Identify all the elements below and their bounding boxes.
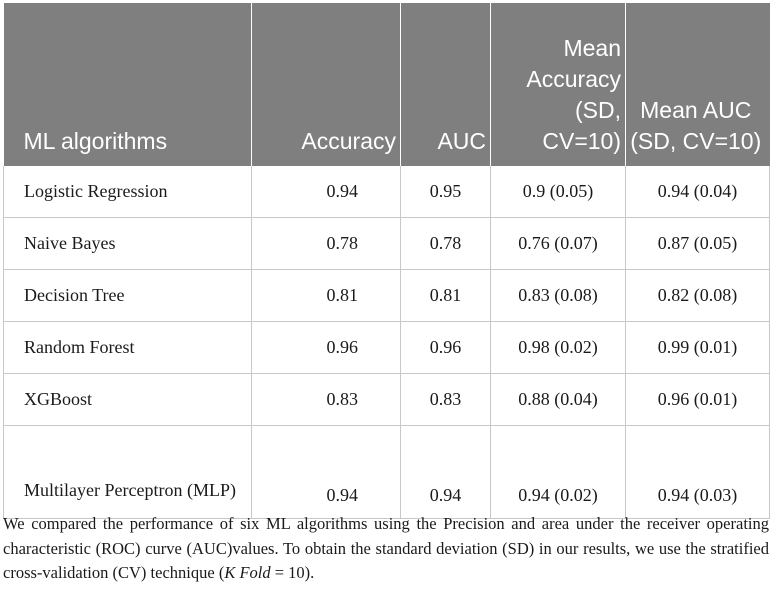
table-footnote: We compared the performance of six ML al… bbox=[3, 512, 769, 586]
algorithm-name-cell: Random Forest bbox=[3, 321, 252, 374]
accuracy-cell: 0.96 bbox=[251, 321, 401, 374]
auc-cell: 0.95 bbox=[400, 166, 491, 218]
table-row: Multilayer Perceptron (MLP) 0.94 0.94 0.… bbox=[3, 425, 770, 519]
auc-cell: 0.83 bbox=[400, 373, 491, 426]
algorithm-name-cell: XGBoost bbox=[3, 373, 252, 426]
table-row: Naive Bayes 0.78 0.78 0.76 (0.07) 0.87 (… bbox=[3, 217, 770, 270]
header-ml-algorithms: ML algorithms bbox=[3, 3, 252, 166]
mean-accuracy-cell: 0.88 (0.04) bbox=[490, 373, 626, 426]
algorithm-name-cell: Decision Tree bbox=[3, 269, 252, 322]
table-row: Logistic Regression 0.94 0.95 0.9 (0.05)… bbox=[3, 166, 770, 218]
accuracy-cell: 0.94 bbox=[251, 425, 401, 519]
auc-cell: 0.96 bbox=[400, 321, 491, 374]
header-accuracy: Accuracy bbox=[251, 3, 401, 166]
mean-auc-cell: 0.94 (0.04) bbox=[625, 166, 770, 218]
mean-auc-cell: 0.94 (0.03) bbox=[625, 425, 770, 519]
auc-cell: 0.81 bbox=[400, 269, 491, 322]
auc-cell: 0.78 bbox=[400, 217, 491, 270]
accuracy-cell: 0.83 bbox=[251, 373, 401, 426]
results-table: ML algorithms Accuracy AUC Mean Accuracy… bbox=[3, 3, 770, 519]
footnote-k-fold: K Fold bbox=[224, 563, 271, 582]
algorithm-name-cell: Naive Bayes bbox=[3, 217, 252, 270]
mean-auc-cell: 0.96 (0.01) bbox=[625, 373, 770, 426]
footnote-suffix: = 10). bbox=[270, 563, 315, 582]
accuracy-cell: 0.78 bbox=[251, 217, 401, 270]
table-row: Random Forest 0.96 0.96 0.98 (0.02) 0.99… bbox=[3, 321, 770, 374]
mean-accuracy-cell: 0.76 (0.07) bbox=[490, 217, 626, 270]
auc-cell: 0.94 bbox=[400, 425, 491, 519]
results-table-container: ML algorithms Accuracy AUC Mean Accuracy… bbox=[3, 3, 770, 519]
mean-auc-cell: 0.87 (0.05) bbox=[625, 217, 770, 270]
table-row: Decision Tree 0.81 0.81 0.83 (0.08) 0.82… bbox=[3, 269, 770, 322]
algorithm-name-cell: Multilayer Perceptron (MLP) bbox=[3, 425, 252, 519]
mean-accuracy-cell: 0.83 (0.08) bbox=[490, 269, 626, 322]
mean-accuracy-cell: 0.9 (0.05) bbox=[490, 166, 626, 218]
header-mean-auc: Mean AUC (SD, CV=10) bbox=[625, 3, 770, 166]
accuracy-cell: 0.94 bbox=[251, 166, 401, 218]
algorithm-name-cell: Logistic Regression bbox=[3, 166, 252, 218]
header-auc: AUC bbox=[400, 3, 491, 166]
mean-accuracy-cell: 0.94 (0.02) bbox=[490, 425, 626, 519]
table-header-row: ML algorithms Accuracy AUC Mean Accuracy… bbox=[3, 3, 770, 166]
mean-auc-cell: 0.82 (0.08) bbox=[625, 269, 770, 322]
mean-accuracy-cell: 0.98 (0.02) bbox=[490, 321, 626, 374]
header-mean-accuracy: Mean Accuracy (SD, CV=10) bbox=[490, 3, 626, 166]
accuracy-cell: 0.81 bbox=[251, 269, 401, 322]
table-row: XGBoost 0.83 0.83 0.88 (0.04) 0.96 (0.01… bbox=[3, 373, 770, 426]
mean-auc-cell: 0.99 (0.01) bbox=[625, 321, 770, 374]
footnote-text: We compared the performance of six ML al… bbox=[3, 514, 769, 582]
